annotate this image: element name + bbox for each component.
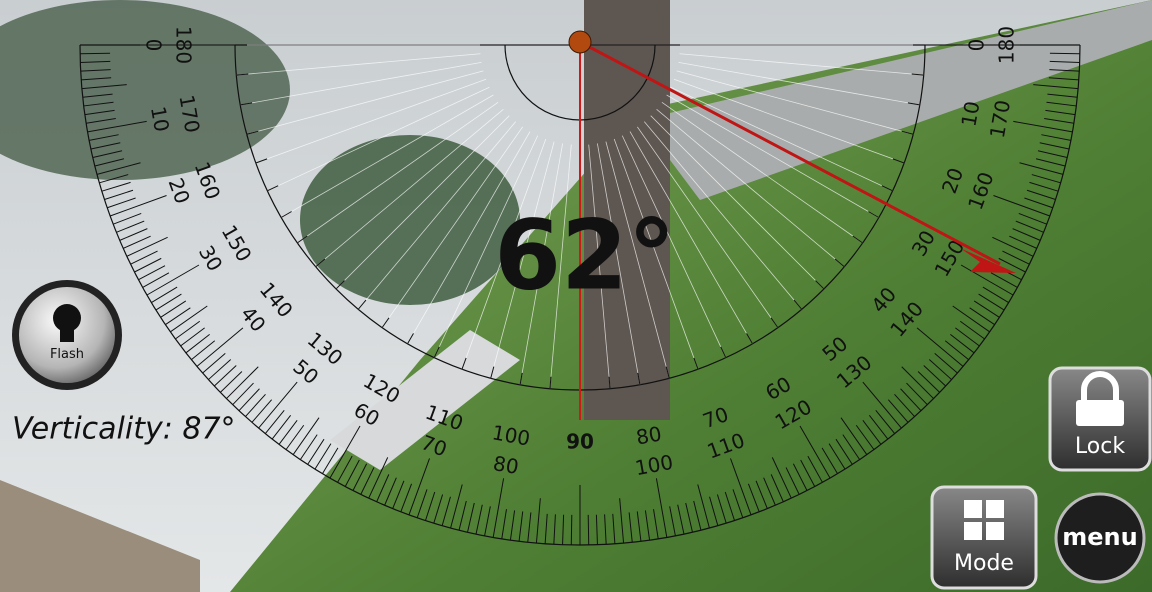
flash-button[interactable]: Flash (12, 280, 122, 390)
scale-tick (80, 53, 110, 54)
lock-label: Lock (1075, 434, 1125, 459)
verticality: Verticality: 87° (12, 412, 236, 447)
protractor-app: 0102030405060708090100110120130140150160… (0, 0, 1152, 592)
scale-tick (571, 515, 572, 545)
angle-reading: 62° (494, 199, 676, 311)
flash-label: Flash (50, 347, 84, 362)
pivot (569, 31, 591, 53)
mode-label: Mode (954, 551, 1014, 576)
scale-tick (588, 515, 589, 545)
menu-label: menu (1062, 523, 1137, 551)
mode-button[interactable]: Mode (932, 487, 1036, 588)
scale-label: 10 (956, 99, 984, 128)
scale-label: 90 (566, 430, 594, 454)
scale-label: 180 (995, 26, 1019, 64)
scale-label: 10 (146, 104, 174, 133)
scale-label: 180 (172, 26, 196, 64)
scale-label: 0 (142, 39, 166, 52)
menu-button[interactable]: menu (1056, 494, 1144, 582)
scale-label: 80 (491, 451, 520, 479)
scale-tick (1050, 53, 1080, 54)
scale-label: 80 (634, 421, 663, 449)
scale-label: 0 (965, 39, 989, 52)
lock-button[interactable]: Lock (1050, 368, 1150, 470)
